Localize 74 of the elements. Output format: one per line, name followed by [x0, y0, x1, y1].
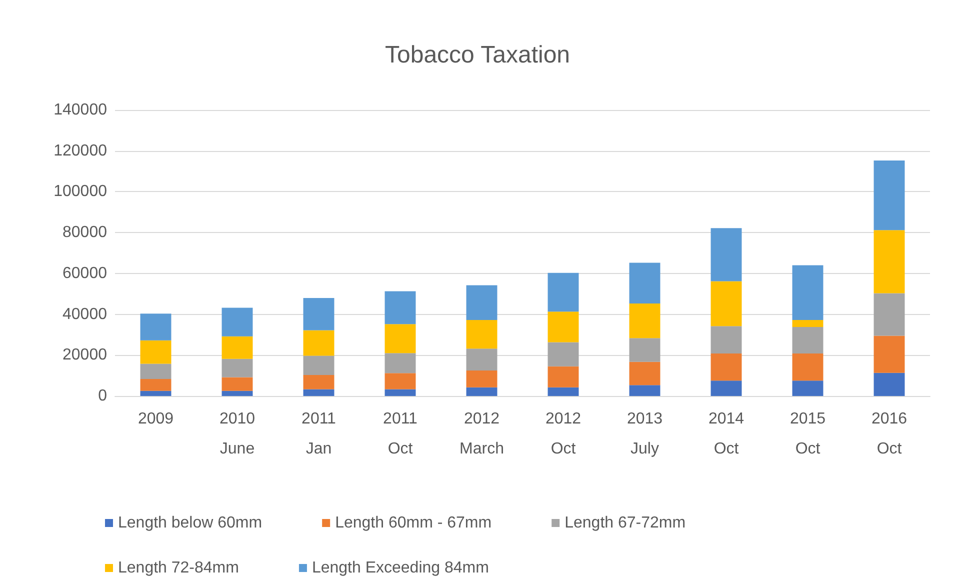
legend-label: Length below 60mm [118, 514, 262, 532]
bar [792, 265, 824, 320]
legend-label: Length 67-72mm [564, 514, 686, 532]
bar [303, 389, 334, 396]
x-tick-label: 2015 Oct [790, 410, 826, 458]
bar [629, 385, 660, 396]
bar [222, 377, 253, 391]
x-tick-label: 2012 March [460, 410, 504, 458]
bar [548, 366, 579, 388]
bar [222, 358, 253, 378]
bar [222, 390, 253, 396]
bar [548, 342, 579, 366]
bar [140, 314, 172, 340]
bar [792, 320, 824, 327]
chart-title: Tobacco Taxation [384, 42, 570, 68]
bar [874, 230, 905, 294]
bar [384, 291, 416, 324]
legend-label: Length 60mm - 67mm [335, 514, 492, 532]
y-tick-label: 60000 [62, 264, 108, 282]
legend-label: Length 72-84mm [118, 560, 239, 576]
bar [710, 228, 742, 282]
bar [710, 326, 742, 354]
y-tick-label: 100000 [54, 183, 108, 200]
bar [140, 390, 172, 396]
bar [874, 372, 905, 396]
bar [303, 298, 334, 330]
bar [140, 379, 172, 391]
x-tick-label: 2011 Jan [302, 410, 336, 458]
bar [466, 387, 498, 396]
bar [140, 340, 172, 364]
bar [384, 373, 416, 390]
bar [710, 380, 742, 396]
bar [874, 293, 905, 336]
bar [710, 354, 742, 381]
bar [222, 308, 253, 336]
bar [548, 272, 579, 312]
bar [792, 326, 824, 354]
x-tick-label: 2011 Oct [383, 410, 418, 458]
bar [792, 380, 824, 396]
bar [629, 338, 660, 362]
bar [140, 364, 172, 380]
bar [384, 389, 416, 396]
legend-label: Length Exceeding 84mm [312, 560, 489, 576]
bar [466, 348, 498, 370]
bar [303, 356, 334, 375]
x-tick-label: 2009 [138, 410, 174, 428]
bar [874, 160, 905, 230]
bar [384, 324, 416, 354]
bar [466, 320, 498, 349]
y-tick-label: 120000 [54, 142, 108, 160]
y-tick-label: 140000 [54, 102, 108, 118]
bar [548, 387, 579, 396]
bar [222, 336, 253, 359]
bar [303, 374, 334, 390]
bar [466, 370, 498, 388]
bar [548, 312, 579, 342]
bar [303, 330, 334, 356]
bar [792, 354, 824, 381]
bar [629, 262, 660, 304]
y-tick-label: 40000 [62, 306, 108, 323]
y-tick-label: 20000 [62, 346, 108, 364]
bar [466, 285, 498, 320]
y-tick-label: 0 [98, 388, 108, 404]
x-tick-label: 2012 Oct [545, 410, 582, 458]
x-tick-label: 2013 July [626, 410, 663, 458]
x-tick-label: 2016 Oct [871, 410, 908, 458]
y-tick-label: 80000 [62, 224, 108, 242]
x-tick-label: 2014 Oct [708, 410, 744, 458]
bar [384, 353, 416, 374]
bar [629, 362, 660, 386]
bar [874, 336, 905, 373]
x-tick-label: 2010 June [219, 410, 256, 458]
bar [710, 281, 742, 326]
bar [629, 303, 660, 338]
